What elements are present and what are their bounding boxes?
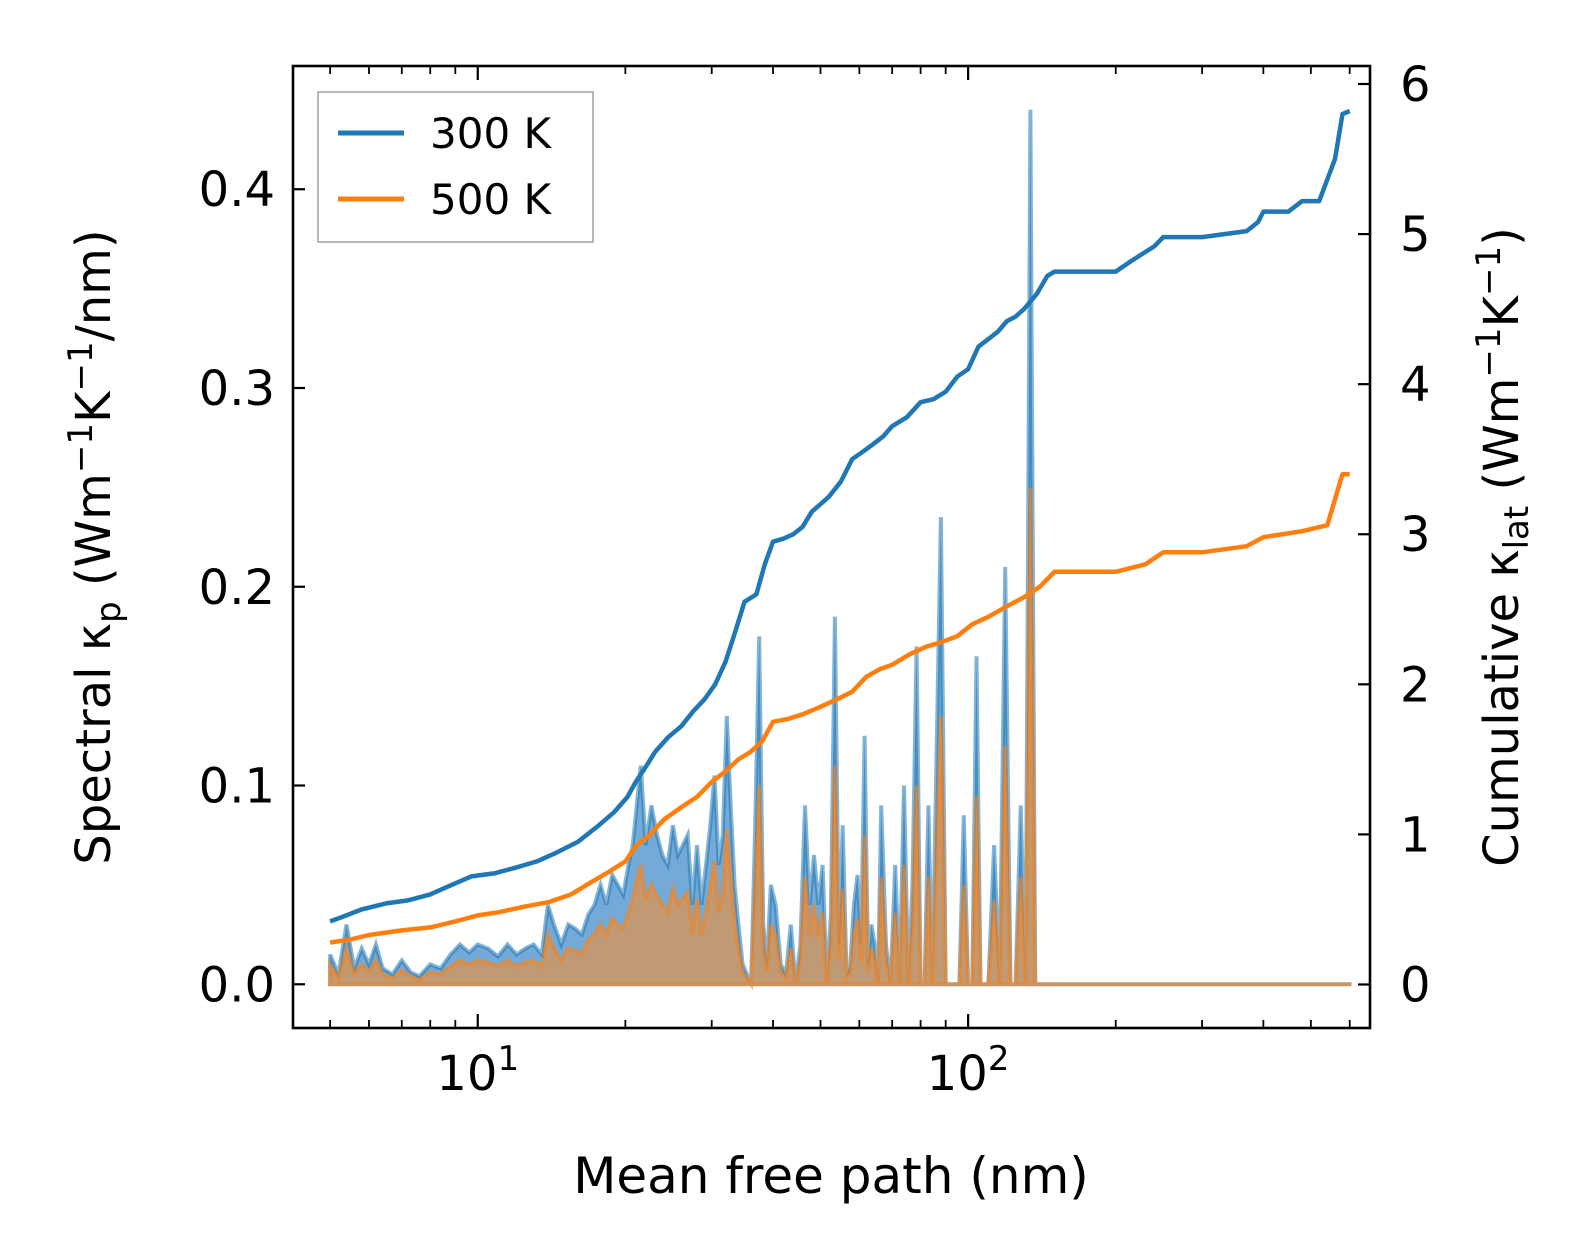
- spectral-area-500K: [328, 487, 1352, 991]
- right-y-tick-label: 4: [1400, 357, 1431, 413]
- plot-area: [328, 108, 1352, 991]
- left-y-tick-label: 0.4: [199, 162, 275, 218]
- left-y-tick-label: 0.0: [199, 957, 275, 1013]
- legend: 300 K 500 K: [317, 91, 594, 243]
- cumulative-line-300K: [329, 108, 1351, 924]
- axes-frame: [291, 64, 1372, 1030]
- x-axis-label: Mean free path (nm): [573, 1147, 1089, 1205]
- right-y-tick-label: 3: [1400, 507, 1431, 563]
- right-y-tick-label: 1: [1400, 807, 1431, 863]
- left-y-axis-label: Spectral κp (Wm−1K−1/nm): [61, 229, 129, 864]
- right-y-axis-label: Cumulative κlat (Wm−1K−1): [1469, 227, 1537, 867]
- x-tick-label: 102: [927, 1039, 1010, 1102]
- cumulative-line-500K: [329, 471, 1350, 945]
- tick-marks: [293, 66, 1370, 1028]
- legend-frame: [317, 91, 594, 243]
- right-y-tick-label: 2: [1400, 657, 1431, 713]
- right-y-tick-label: 6: [1400, 57, 1431, 113]
- legend-label-300K: 300 K: [430, 109, 553, 158]
- right-y-tick-label: 5: [1400, 207, 1431, 263]
- x-tick-label: 101: [436, 1039, 519, 1102]
- tick-labels: 0.0 0.1 0.2 0.3 0.4 0 1 2 3 4 5 6 101 102: [199, 57, 1431, 1102]
- left-y-tick-label: 0.1: [199, 759, 275, 815]
- left-y-tick-label: 0.3: [199, 361, 275, 417]
- left-y-tick-label: 0.2: [199, 560, 275, 616]
- right-y-tick-label: 0: [1400, 957, 1431, 1013]
- legend-label-500K: 500 K: [430, 175, 553, 224]
